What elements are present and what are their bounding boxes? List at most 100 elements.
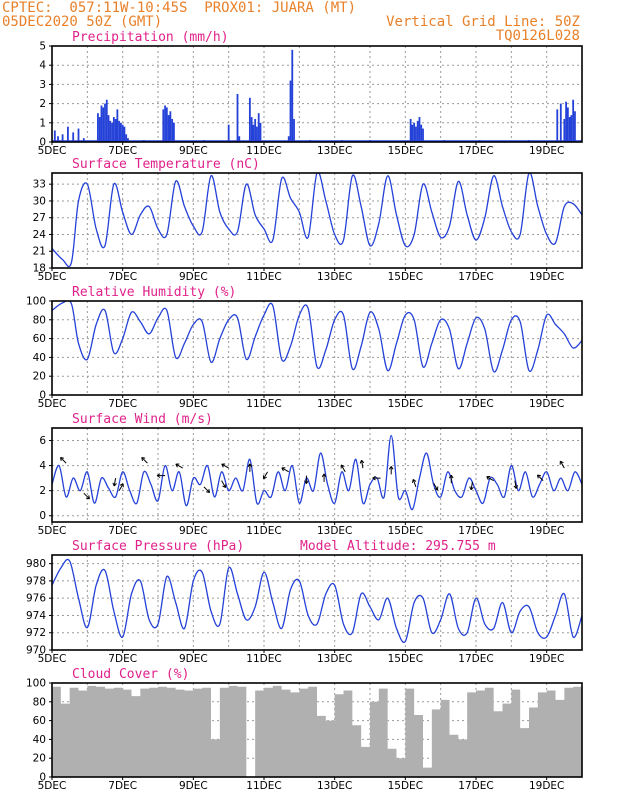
y-tick-label: 0: [39, 510, 46, 522]
precip-bar: [98, 117, 101, 142]
precip-bar: [289, 80, 292, 142]
precip-bar: [171, 118, 174, 142]
precip-bar: [559, 103, 562, 142]
wind-arrow: [221, 480, 227, 489]
x-tick-label: 17DEC: [458, 780, 493, 792]
x-tick-label: 17DEC: [458, 398, 493, 410]
precip-bar: [164, 105, 166, 142]
precip-bar: [566, 107, 569, 142]
series-line-3: [52, 301, 582, 373]
y-tick-label: 980: [26, 558, 46, 570]
precip-bar: [169, 111, 172, 142]
x-tick-label: 5DEC: [38, 780, 67, 792]
x-tick-label: 9DEC: [179, 780, 208, 792]
x-tick-label: 15DEC: [388, 271, 423, 283]
x-tick-label: 13DEC: [317, 780, 352, 792]
precip-bar: [72, 132, 75, 142]
precip-bar: [422, 128, 424, 142]
precip-bar: [256, 126, 258, 142]
wind-arrow: [304, 475, 309, 484]
precip-bar: [162, 109, 165, 142]
series-line-5: [52, 558, 582, 643]
precip-bar: [104, 103, 106, 142]
y-tick-label: 27: [33, 212, 46, 224]
precip-bar: [556, 109, 559, 142]
panel-title: Surface Wind (m/s): [72, 412, 213, 427]
panel-1: 0 1 2 3 4 5 5DEC 7DEC 9DEC 11DEC 13DEC 15DEC 17DEC 19…: [38, 30, 583, 157]
precip-bar: [227, 124, 230, 142]
grid: [52, 173, 582, 268]
precip-bar: [418, 117, 421, 142]
x-tick-label: 11DEC: [246, 525, 281, 537]
precip-bar: [565, 101, 567, 142]
wind-arrow: [59, 456, 67, 464]
y-tick-label: 20: [33, 371, 46, 383]
wind-arrow: [448, 474, 454, 484]
y-tick-label: 0: [39, 390, 46, 402]
wind-arrow: [175, 463, 183, 469]
precip-bar: [121, 124, 124, 142]
header-line1: CPTEC: 057:11W-10:45S PROX01: JUARA (MT): [2, 0, 357, 16]
x-tick-label: 5DEC: [38, 271, 67, 283]
precip-bar: [167, 115, 170, 142]
panel-frame: [51, 427, 583, 523]
precip-bar: [125, 134, 128, 142]
panel-2: 18 21 24 27 30 33 5DEC 7DEC 9DEC 11DEC 13DEC 15DEC 1…: [33, 157, 583, 283]
x-tick-label: 11DEC: [246, 398, 281, 410]
series-line-4: [52, 434, 582, 511]
panel-title: Relative Humidity (%): [72, 285, 236, 300]
precip-bar: [568, 117, 571, 142]
wind-arrow: [203, 486, 211, 494]
header-grid-line: Vertical Grid Line: 50Z: [386, 14, 580, 30]
series-line-2: [52, 173, 582, 268]
precip-bar: [250, 117, 253, 142]
precip-bar: [291, 49, 294, 142]
x-tick-label: 7DEC: [108, 653, 137, 665]
x-tick-label: 9DEC: [179, 271, 208, 283]
y-tick-label: 40: [33, 734, 46, 746]
y-tick-label: 60: [33, 715, 46, 727]
precip-bar: [416, 120, 419, 142]
x-tick-label: 17DEC: [458, 145, 493, 157]
panel-title: Cloud Cover (%): [72, 667, 189, 682]
y-tick-label: 978: [26, 575, 46, 587]
x-tick-label: 7DEC: [108, 145, 137, 157]
precip-bar: [420, 124, 423, 142]
y-tick-label: 100: [26, 678, 46, 690]
y-tick-label: 100: [26, 296, 46, 308]
header-model-code: TQ0126L028: [495, 28, 580, 44]
panel-frame: [51, 45, 583, 143]
precip-bar: [112, 117, 115, 142]
precip-bar: [116, 109, 119, 142]
x-tick-label: 7DEC: [108, 398, 137, 410]
panel-3: 0 20 40 60 80 100 5DEC 7DEC 9DEC 11DEC 13DEC 15DEC 1…: [26, 285, 583, 410]
precip-bar: [120, 122, 122, 142]
y-tick-label: 6: [39, 435, 46, 447]
x-tick-label: 15DEC: [388, 780, 423, 792]
panel-5: 970 972 974 976 978 980 5DEC 7DEC 9DEC 11DEC 13DEC…: [26, 539, 583, 665]
y-tick-label: 20: [33, 753, 46, 765]
precip-bar: [100, 105, 103, 142]
y-tick-label: 33: [33, 179, 46, 191]
wind-arrow: [221, 463, 229, 469]
precip-bar: [259, 122, 262, 142]
wind-arrow: [388, 466, 394, 475]
wind-arrow: [513, 480, 519, 489]
panel-title: Precipitation (mm/h): [72, 30, 229, 45]
wind-arrow: [141, 456, 148, 464]
wind-arrow: [281, 467, 289, 473]
x-tick-label: 7DEC: [108, 271, 137, 283]
y-tick-label: 5: [39, 41, 46, 53]
x-tick-label: 5DEC: [38, 398, 67, 410]
precip-bar: [118, 120, 121, 142]
x-tick-label: 17DEC: [458, 525, 493, 537]
x-tick-label: 19DEC: [529, 525, 564, 537]
panel-frame: [51, 554, 583, 651]
plot-area: [52, 301, 582, 373]
y-tick-label: 4: [39, 460, 46, 472]
x-tick-label: 9DEC: [179, 398, 208, 410]
wind-arrow: [321, 473, 327, 482]
x-tick-label: 9DEC: [179, 525, 208, 537]
cloud-cover-area: [52, 685, 582, 777]
y-tick-label: 974: [26, 610, 46, 622]
